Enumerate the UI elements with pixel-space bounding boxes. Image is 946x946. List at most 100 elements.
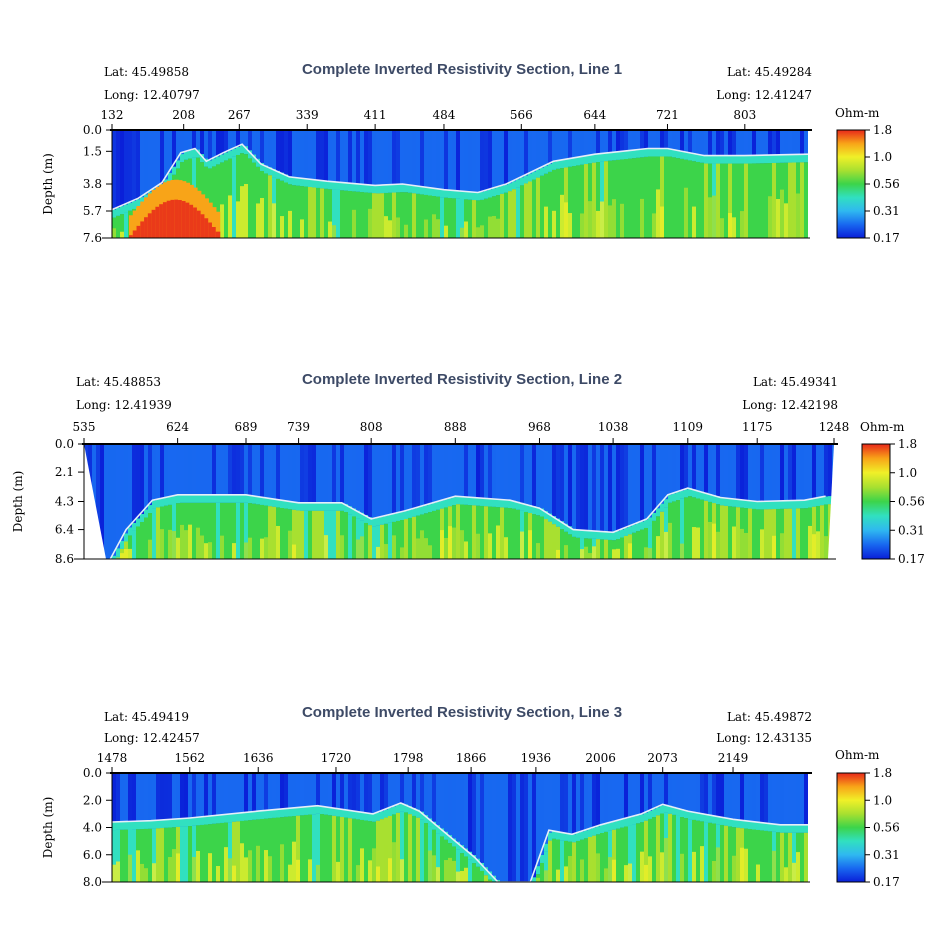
heatmap-cell-transition xyxy=(152,820,156,829)
heatmap-cell-transition xyxy=(348,183,352,192)
heatmap-cell-upper xyxy=(784,130,788,155)
heatmap-cell-transition xyxy=(700,813,704,822)
heatmap-cell-upper xyxy=(732,444,736,499)
heatmap-cell-transition xyxy=(116,821,120,830)
heatmap-cell-lower xyxy=(296,510,300,559)
heatmap-cell-transition xyxy=(560,160,564,169)
heatmap-cell-transition xyxy=(380,811,384,820)
heatmap-cell-transition xyxy=(732,155,736,164)
heatmap-cell-transition xyxy=(428,187,432,196)
heatmap-cell-lower xyxy=(208,502,212,559)
x-tick-label: 2073 xyxy=(647,751,678,765)
heatmap-cell-upper xyxy=(500,773,504,882)
heatmap-cell-lower xyxy=(408,814,412,882)
heatmap-cell-transition xyxy=(416,809,420,818)
heatmap-cell-deep xyxy=(116,557,120,559)
heatmap-cell-lower xyxy=(236,154,240,238)
heatmap-cell-transition xyxy=(296,177,300,186)
heatmap-cell-transition xyxy=(780,500,784,509)
heatmap-cell-transition xyxy=(424,186,428,195)
heatmap-cell-upper xyxy=(224,773,228,815)
colorbar: Ohm-m1.81.00.560.310.17 xyxy=(835,106,900,245)
heatmap-cell-lower xyxy=(812,506,816,559)
heatmap-cell-lower xyxy=(396,812,400,882)
heatmap-cell-transition xyxy=(288,176,292,185)
heatmap-cell-deep xyxy=(124,549,128,559)
heatmap-cell-transition xyxy=(140,197,144,206)
heatmap-cell-upper xyxy=(396,130,400,185)
heatmap-cell-upper xyxy=(296,444,300,503)
heatmap-cell-lower xyxy=(256,504,260,559)
heatmap-cell-transition xyxy=(684,489,688,498)
heatmap-cell-transition xyxy=(368,517,372,526)
heatmap-cell-deep xyxy=(756,864,760,882)
heatmap-cell-deep xyxy=(496,218,500,238)
heatmap-cell-upper xyxy=(636,773,640,816)
x-tick-label: 267 xyxy=(228,108,251,122)
heatmap-cell-lower xyxy=(152,508,156,559)
heatmap-cell-lower xyxy=(460,853,464,882)
y-tick-label: 0.0 xyxy=(55,437,74,451)
heatmap-cell-upper xyxy=(180,773,184,819)
heatmap-cell-transition xyxy=(584,830,588,839)
heatmap-cell-upper xyxy=(692,773,696,812)
heatmap-cell-lower xyxy=(792,508,796,559)
heatmap-cell-lower xyxy=(380,193,384,238)
heatmap-cell-upper xyxy=(316,773,320,806)
heatmap-cell-deep xyxy=(680,853,684,882)
heatmap-cell-upper xyxy=(660,444,664,504)
heatmap-cell-upper xyxy=(136,130,140,200)
heatmap-cell-lower xyxy=(468,505,472,559)
heatmap-hot-core xyxy=(140,221,145,238)
heatmap-cell-transition xyxy=(740,820,744,829)
heatmap-cell-upper xyxy=(656,444,660,509)
heatmap-cell-transition xyxy=(700,491,704,500)
heatmap-cell-transition xyxy=(140,514,144,523)
heatmap-cell-transition xyxy=(712,155,716,164)
heatmap-cell-transition xyxy=(416,507,420,516)
heatmap-cell-transition xyxy=(704,492,708,501)
heatmap-cell-upper xyxy=(536,773,540,867)
heatmap-cell-transition xyxy=(208,160,212,169)
heatmap-cell-upper xyxy=(616,130,620,152)
heatmap-cell-upper xyxy=(268,130,272,168)
heatmap-cell-upper xyxy=(368,444,372,518)
heatmap-cell-deep xyxy=(444,537,448,559)
heatmap-cell-upper xyxy=(516,444,520,502)
heatmap-cell-deep xyxy=(708,521,712,559)
heatmap-cell-upper xyxy=(500,130,504,186)
heatmap-cell-upper xyxy=(448,773,452,836)
heatmap-cell-transition xyxy=(804,824,808,833)
heatmap-cell-transition xyxy=(644,812,648,821)
heatmap-cell-deep xyxy=(496,525,500,559)
heatmap-cell-upper xyxy=(480,444,484,498)
heatmap-cell-deep xyxy=(232,543,236,559)
heatmap-cell-upper xyxy=(252,130,256,155)
heatmap-cell-transition xyxy=(200,154,204,163)
heatmap-cell-lower xyxy=(724,163,728,238)
heatmap-cell-transition xyxy=(608,152,612,161)
heatmap-cell-lower xyxy=(636,157,640,238)
heatmap-cell-lower xyxy=(124,212,128,238)
heatmap-cell-transition xyxy=(300,502,304,511)
heatmap-cell-deep xyxy=(388,220,392,238)
heatmap-cell-transition xyxy=(352,508,356,517)
heatmap-cell-upper xyxy=(548,130,552,164)
heatmap-cell-upper xyxy=(460,773,464,846)
heatmap-cell-transition xyxy=(136,821,140,830)
heatmap-cell-transition xyxy=(540,854,544,863)
heatmap-cell-lower xyxy=(428,195,432,238)
heatmap-cell-deep xyxy=(328,221,332,238)
heatmap-cell-upper xyxy=(688,773,692,812)
heatmap-cell-lower xyxy=(600,539,604,559)
heatmap-cell-upper xyxy=(200,130,204,155)
heatmap-cell-transition xyxy=(764,501,768,510)
heatmap-cell-upper xyxy=(404,130,408,185)
heatmap-cell-upper xyxy=(408,444,412,510)
heatmap-cell-upper xyxy=(280,444,284,501)
heatmap-cell-lower xyxy=(732,163,736,238)
heatmap-cell-deep xyxy=(128,548,132,559)
heatmap-cell-transition xyxy=(472,497,476,506)
heatmap-cell-upper xyxy=(828,444,832,497)
heatmap-cell-lower xyxy=(344,190,348,238)
